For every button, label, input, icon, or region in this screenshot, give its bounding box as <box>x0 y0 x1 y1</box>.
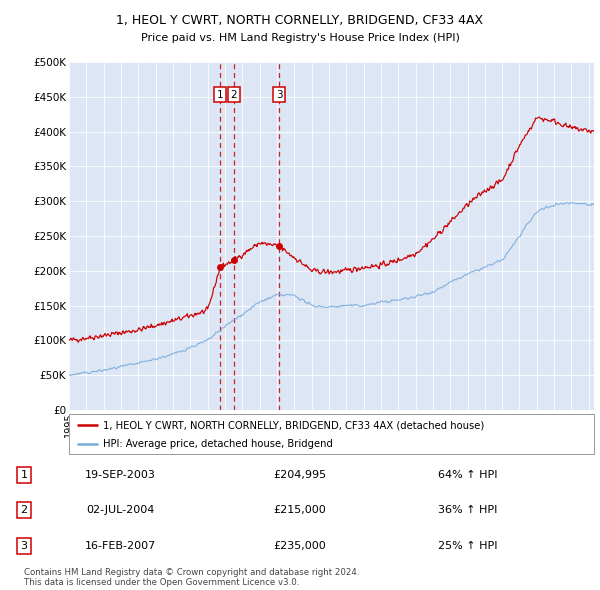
Text: 1, HEOL Y CWRT, NORTH CORNELLY, BRIDGEND, CF33 4AX: 1, HEOL Y CWRT, NORTH CORNELLY, BRIDGEND… <box>116 14 484 27</box>
Text: 19-SEP-2003: 19-SEP-2003 <box>85 470 155 480</box>
Text: 25% ↑ HPI: 25% ↑ HPI <box>438 541 498 550</box>
Text: 16-FEB-2007: 16-FEB-2007 <box>85 541 155 550</box>
Text: 02-JUL-2004: 02-JUL-2004 <box>86 506 154 515</box>
Text: 1: 1 <box>20 470 28 480</box>
Text: £204,995: £204,995 <box>274 470 326 480</box>
Text: Contains HM Land Registry data © Crown copyright and database right 2024.: Contains HM Land Registry data © Crown c… <box>24 568 359 577</box>
Text: 1, HEOL Y CWRT, NORTH CORNELLY, BRIDGEND, CF33 4AX (detached house): 1, HEOL Y CWRT, NORTH CORNELLY, BRIDGEND… <box>103 421 484 431</box>
Text: This data is licensed under the Open Government Licence v3.0.: This data is licensed under the Open Gov… <box>24 578 299 588</box>
Text: HPI: Average price, detached house, Bridgend: HPI: Average price, detached house, Brid… <box>103 440 333 449</box>
Text: 2: 2 <box>20 506 28 515</box>
Text: £235,000: £235,000 <box>274 541 326 550</box>
Text: 2: 2 <box>230 90 237 100</box>
Text: Price paid vs. HM Land Registry's House Price Index (HPI): Price paid vs. HM Land Registry's House … <box>140 34 460 43</box>
Text: 36% ↑ HPI: 36% ↑ HPI <box>439 506 497 515</box>
Text: 3: 3 <box>20 541 28 550</box>
Text: £215,000: £215,000 <box>274 506 326 515</box>
Text: 1: 1 <box>217 90 223 100</box>
Text: 3: 3 <box>275 90 283 100</box>
Text: 64% ↑ HPI: 64% ↑ HPI <box>438 470 498 480</box>
